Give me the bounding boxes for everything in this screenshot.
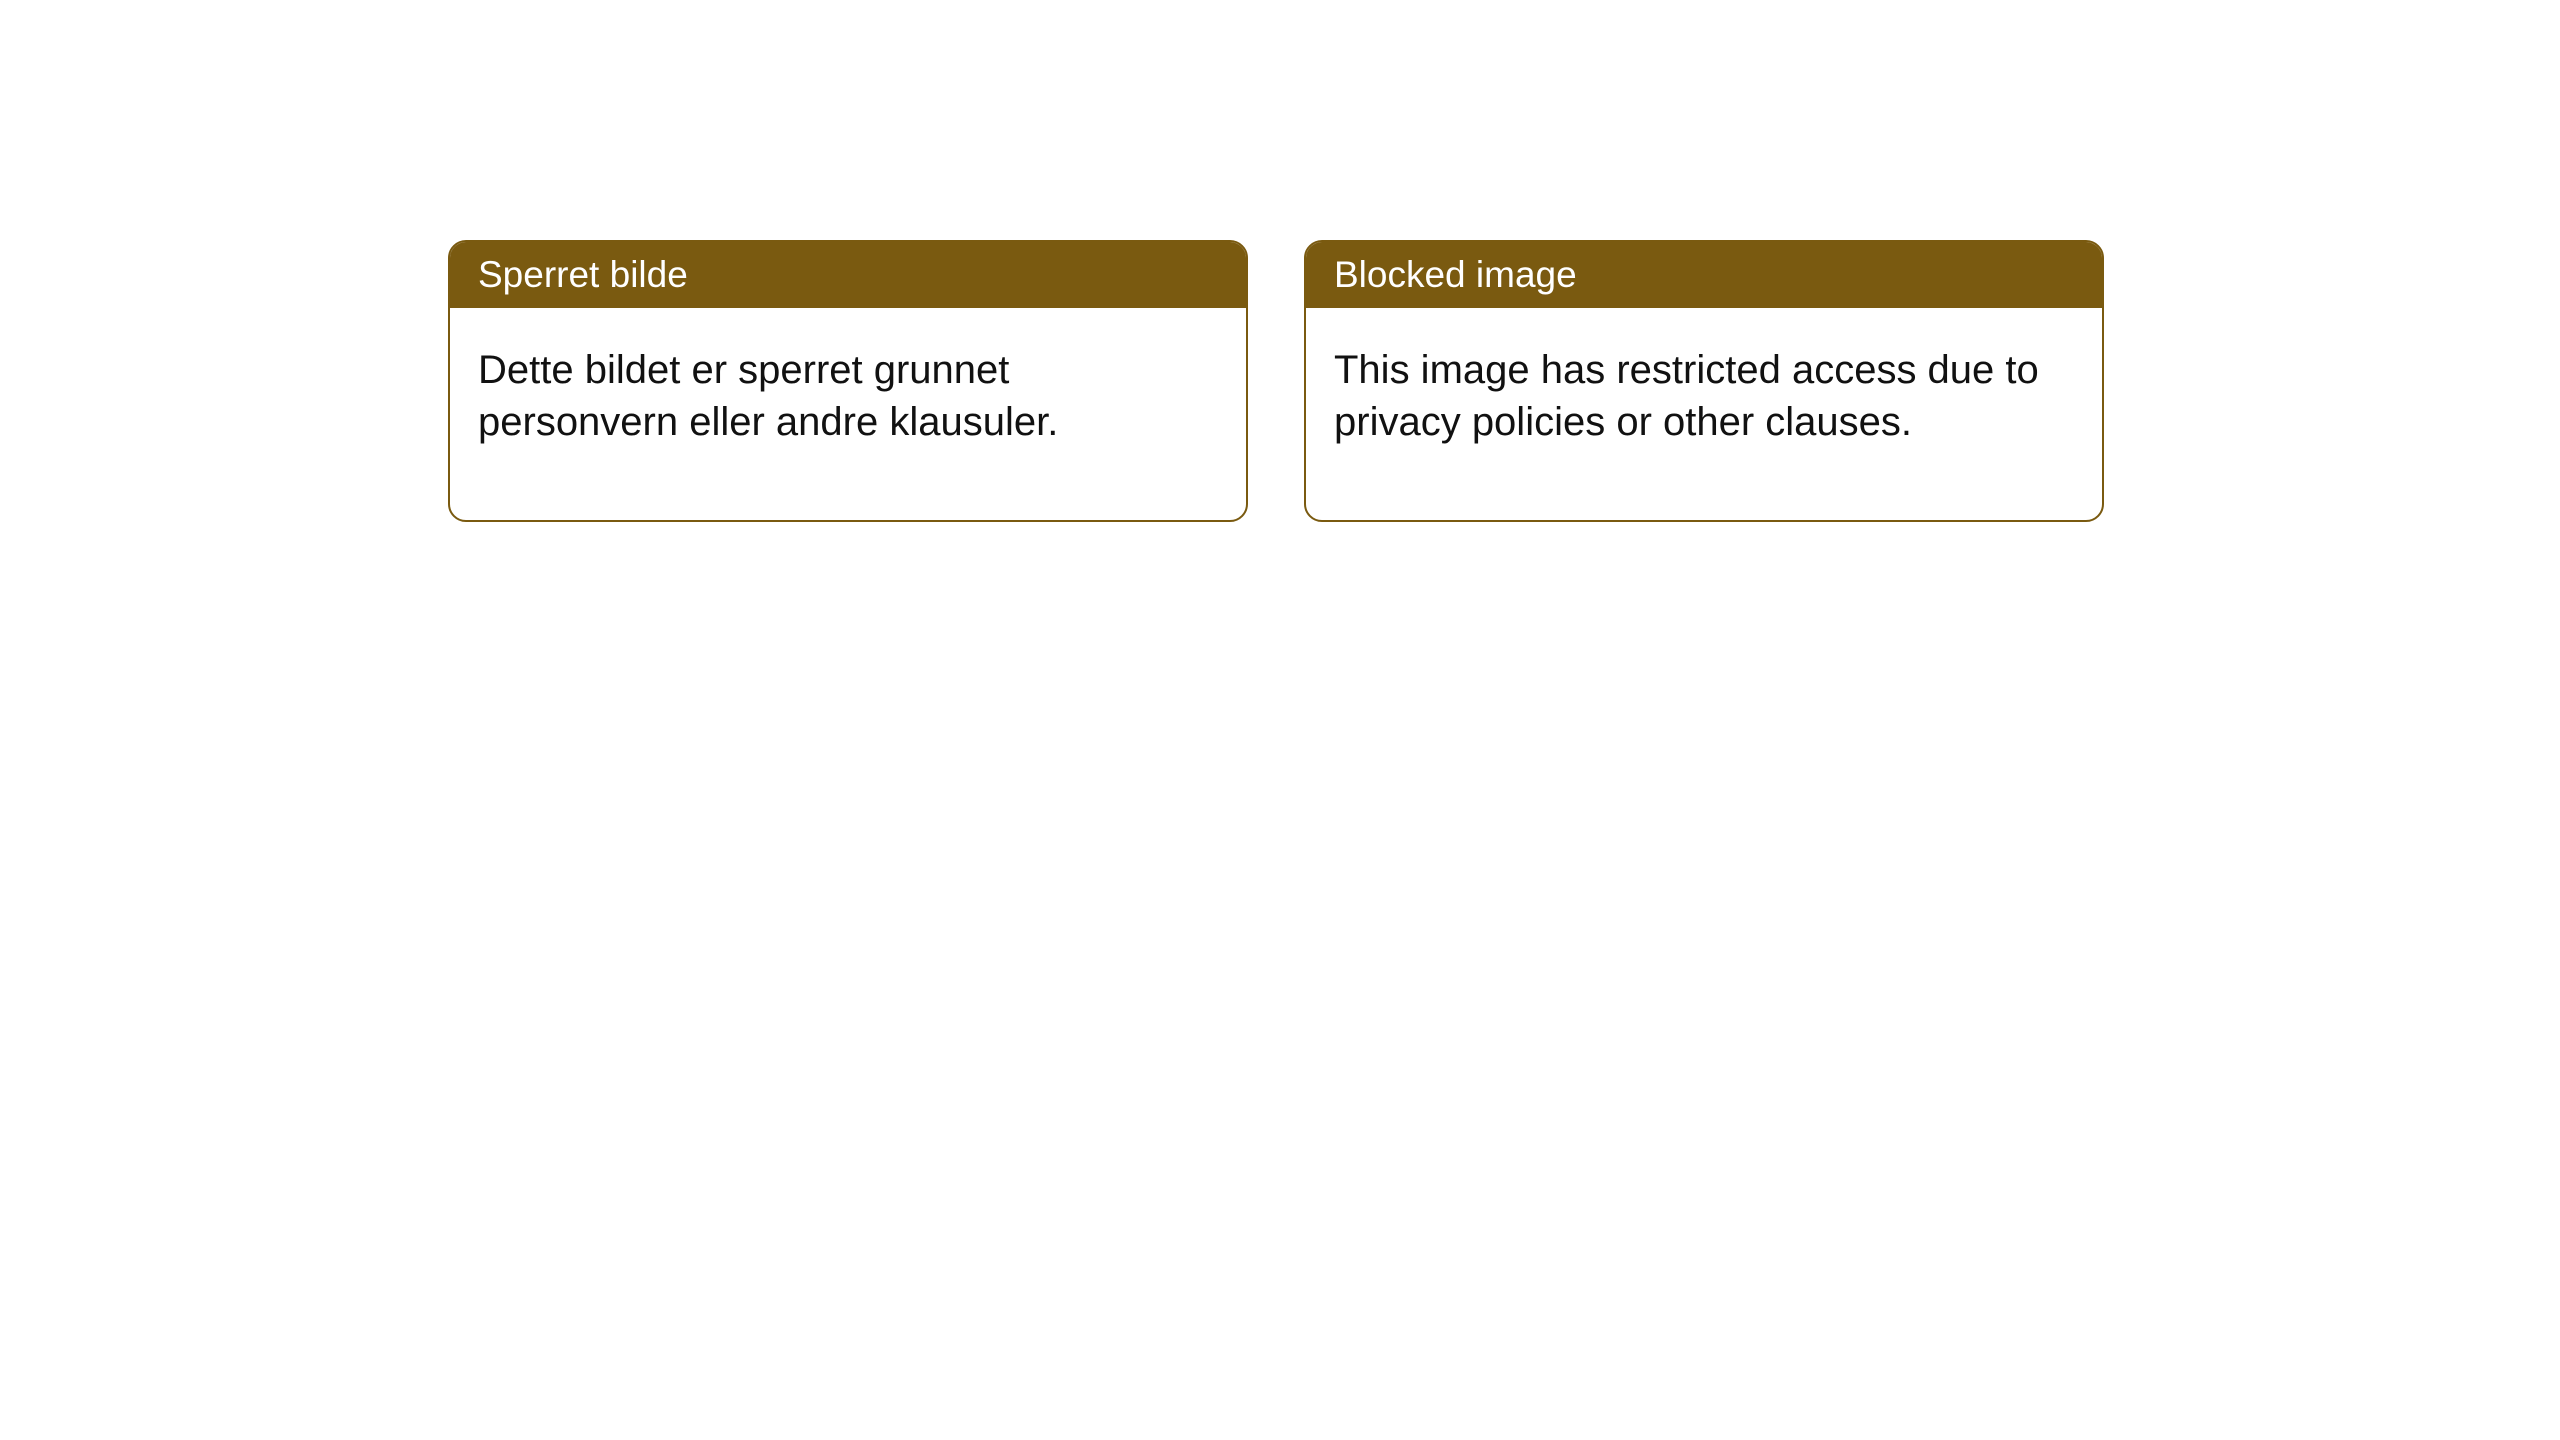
notice-card-container: Sperret bilde Dette bildet er sperret gr… [0,0,2560,522]
notice-card-norwegian: Sperret bilde Dette bildet er sperret gr… [448,240,1248,522]
notice-card-body: This image has restricted access due to … [1306,308,2102,520]
notice-card-header: Sperret bilde [450,242,1246,308]
notice-card-english: Blocked image This image has restricted … [1304,240,2104,522]
notice-card-header: Blocked image [1306,242,2102,308]
notice-card-body: Dette bildet er sperret grunnet personve… [450,308,1246,520]
